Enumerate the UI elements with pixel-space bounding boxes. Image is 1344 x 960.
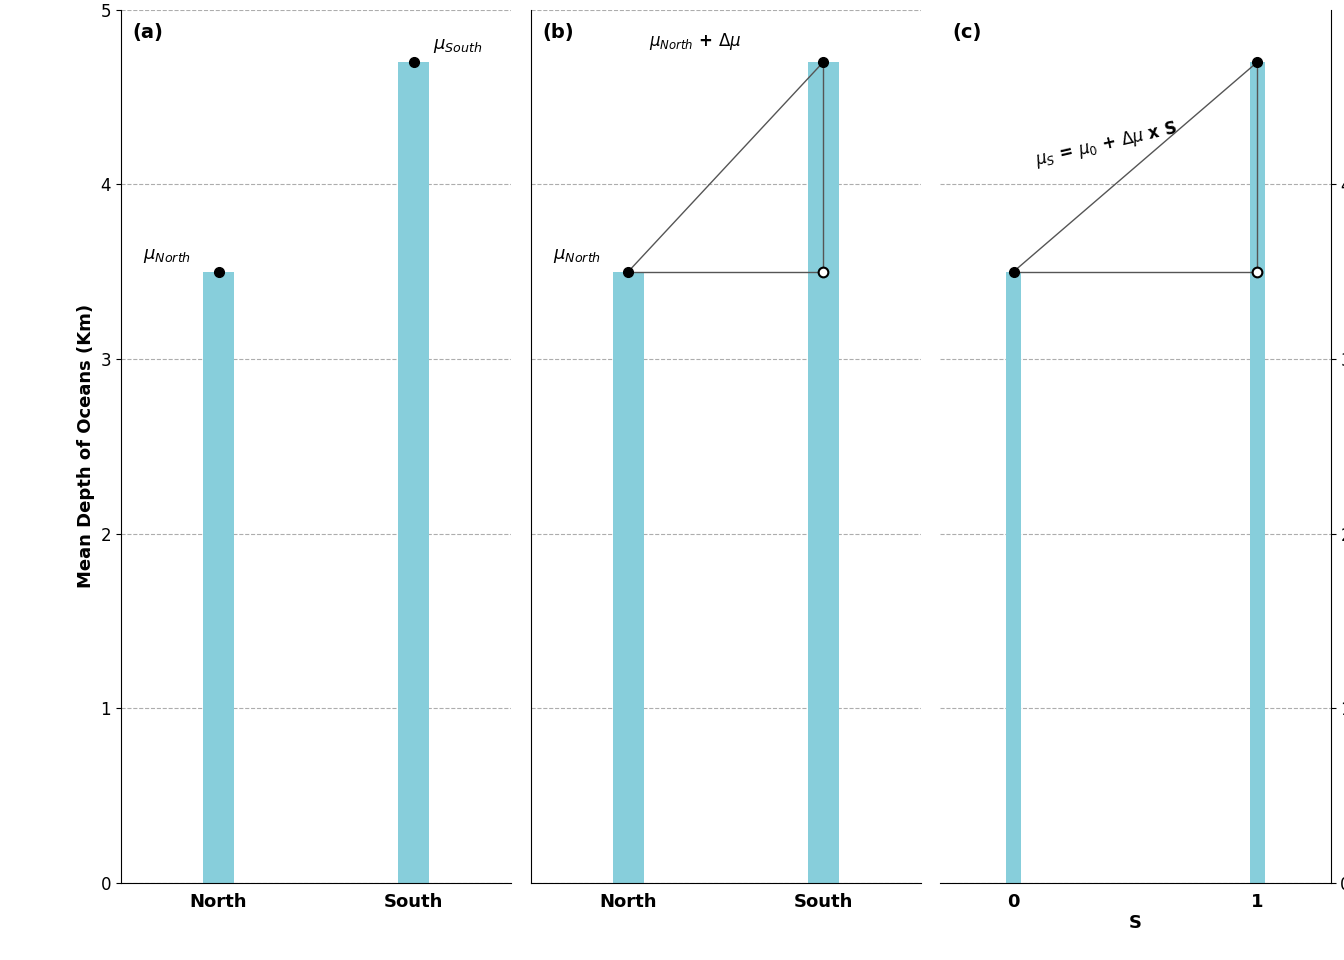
Bar (808, 62, 839, 883)
Bar (1007, 272, 1021, 883)
Text: $\mu_{North}$ + $\Delta\mu$: $\mu_{North}$ + $\Delta\mu$ (649, 31, 742, 52)
Text: (b): (b) (543, 23, 574, 41)
Text: (a): (a) (133, 23, 164, 41)
Bar (398, 62, 429, 883)
Text: $\mu_S$ = $\mu_0$ + $\Delta\mu$ x S: $\mu_S$ = $\mu_0$ + $\Delta\mu$ x S (1034, 118, 1179, 171)
Bar (1250, 62, 1265, 883)
Y-axis label: Mean Depth of Oceans (Km): Mean Depth of Oceans (Km) (77, 304, 95, 588)
X-axis label: S: S (1129, 914, 1142, 932)
Text: $\mu_{North}$: $\mu_{North}$ (142, 247, 191, 265)
Text: (c): (c) (952, 23, 981, 41)
Bar (203, 272, 234, 883)
Bar (613, 272, 644, 883)
Text: $\mu_{North}$: $\mu_{North}$ (552, 247, 601, 265)
Text: $\mu_{South}$: $\mu_{South}$ (433, 37, 482, 55)
